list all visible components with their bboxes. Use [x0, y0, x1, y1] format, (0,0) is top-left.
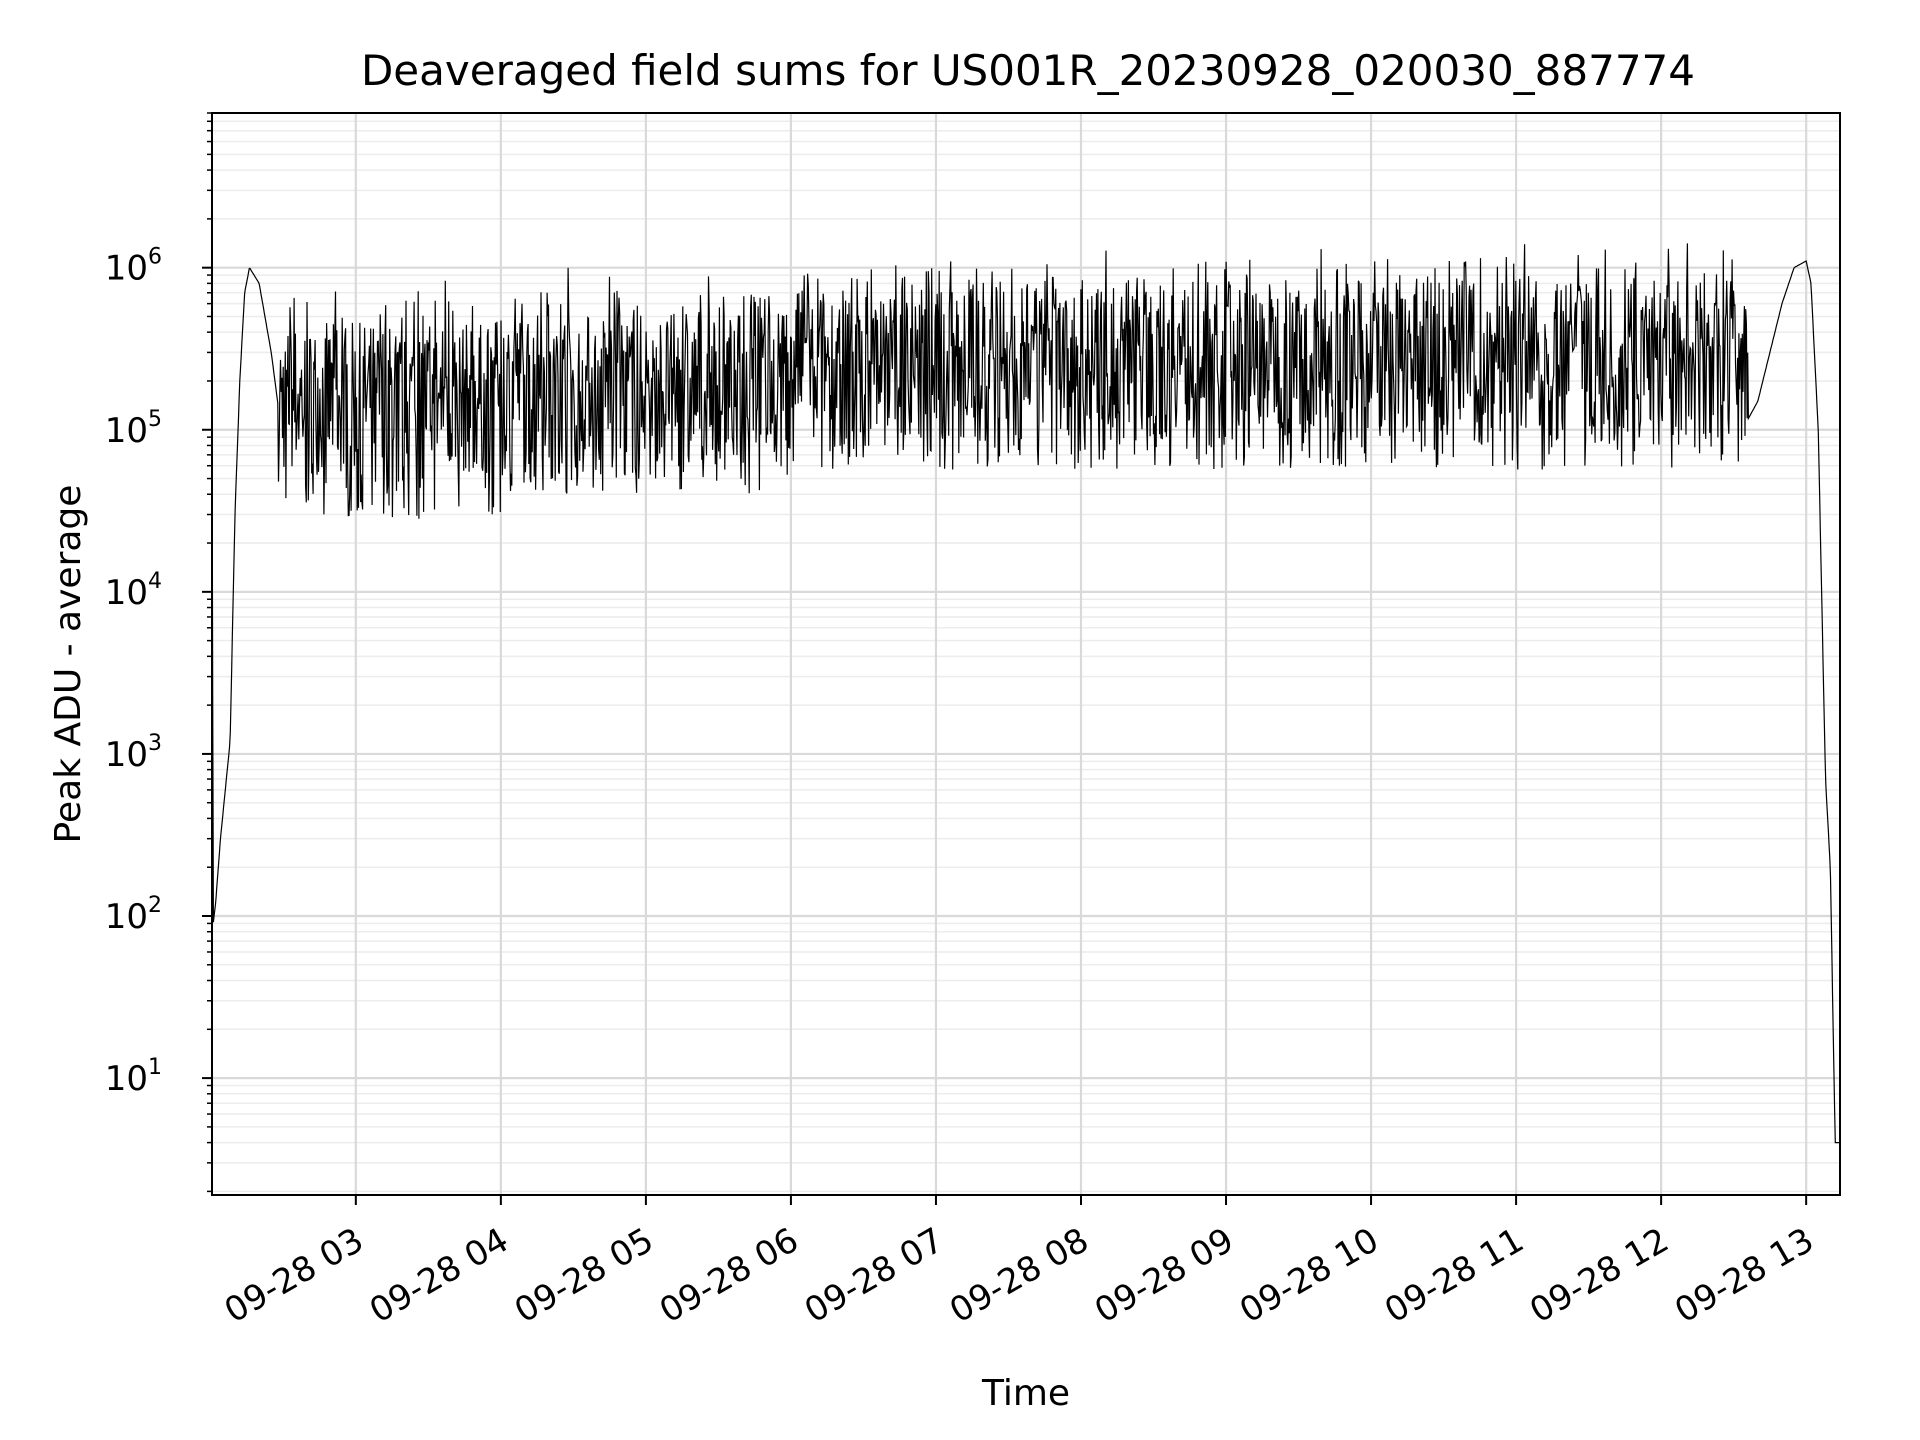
y-tick-base: 10 [105, 249, 148, 289]
y-tick-base: 10 [105, 897, 148, 937]
y-tick-label: 104 [105, 569, 162, 613]
y-tick-exponent: 3 [148, 731, 162, 756]
y-tick-label: 101 [105, 1055, 162, 1099]
chart-title: Deaveraged field sums for US001R_2023092… [361, 46, 1695, 95]
x-axis-label: Time [981, 1373, 1070, 1414]
y-tick-label: 105 [105, 407, 162, 451]
y-tick-exponent: 5 [148, 407, 162, 432]
y-tick-label: 102 [105, 893, 162, 937]
y-tick-exponent: 2 [148, 893, 162, 918]
y-tick-label: 103 [105, 731, 162, 775]
plot-frame [211, 112, 1841, 1196]
data-line [211, 243, 1840, 1144]
y-tick-base: 10 [105, 573, 148, 613]
y-axis-label: Peak ADU - average [48, 485, 89, 844]
y-tick-base: 10 [105, 411, 148, 451]
grid-layer [212, 112, 1840, 1195]
y-tick-label: 106 [105, 245, 162, 289]
plot-area [211, 243, 1840, 1144]
y-tick-exponent: 6 [148, 245, 162, 270]
y-tick-base: 10 [105, 1059, 148, 1099]
y-tick-base: 10 [105, 735, 148, 775]
y-tick-exponent: 1 [148, 1055, 162, 1080]
y-tick-exponent: 4 [148, 569, 162, 594]
